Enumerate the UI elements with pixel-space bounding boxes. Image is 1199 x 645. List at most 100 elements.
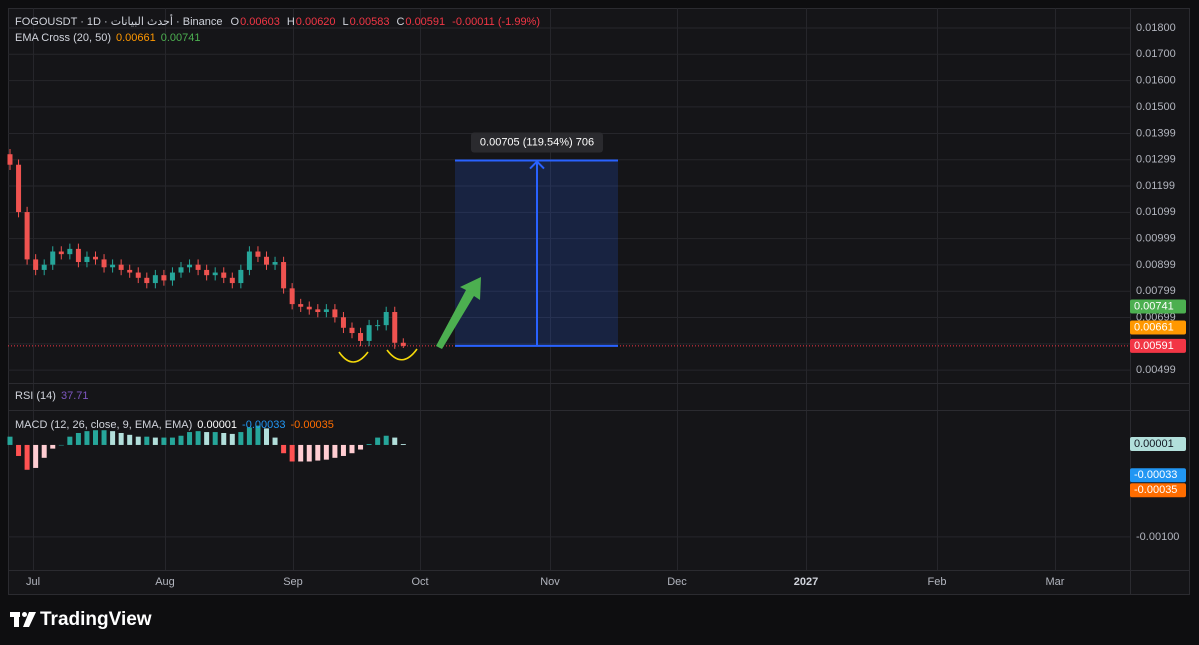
price-badge-label: 0.00591 bbox=[1134, 340, 1174, 352]
macd-histogram-bar bbox=[178, 435, 184, 445]
candle-body bbox=[383, 311, 389, 326]
x-tick-label: Nov bbox=[540, 576, 560, 588]
candle-body bbox=[298, 304, 304, 307]
price-badge bbox=[1130, 468, 1186, 483]
ohlc-value: 0.00583 bbox=[350, 16, 390, 28]
logo-slash bbox=[23, 612, 36, 627]
macd-histogram-bar bbox=[118, 432, 124, 445]
macd-histogram-bar bbox=[246, 427, 252, 445]
macd-histogram-bar bbox=[340, 444, 346, 456]
x-tick-label: Dec bbox=[667, 576, 687, 588]
candle-body bbox=[306, 306, 312, 310]
indicator-title: MACD (12, 26, close, 9, EMA, EMA) bbox=[15, 419, 192, 431]
chart-panel bbox=[8, 8, 1190, 595]
candle-body bbox=[101, 259, 107, 268]
candle-body bbox=[255, 251, 261, 257]
legend-value: 0.00741 bbox=[161, 32, 201, 44]
x-tick-label: Aug bbox=[155, 576, 175, 588]
candle-body bbox=[195, 264, 201, 270]
y-tick-label: 0.01700 bbox=[1136, 48, 1176, 60]
legend-value: 0.00661 bbox=[116, 32, 156, 44]
legend-value: -0.00035 bbox=[290, 419, 333, 431]
candle-body bbox=[144, 277, 150, 284]
candle-body bbox=[340, 317, 346, 328]
macd-histogram-bar bbox=[161, 437, 167, 445]
candle-body bbox=[118, 264, 124, 270]
legend: FOGOUSDT · 1D · أحدث البيانات · Binance O… bbox=[15, 14, 540, 431]
y-tick-label: 0.01099 bbox=[1136, 206, 1176, 218]
candle-body bbox=[323, 309, 329, 312]
macd-histogram-bar bbox=[315, 444, 321, 461]
yellow-curve bbox=[338, 351, 369, 363]
macd-histogram-bar bbox=[195, 431, 201, 445]
candle-body bbox=[24, 212, 30, 260]
price-badge-label: 0.00741 bbox=[1134, 300, 1174, 312]
plot: 0.00705 (119.54%) 706 bbox=[7, 132, 1130, 470]
price-badge bbox=[1130, 299, 1186, 314]
candle-body bbox=[161, 275, 167, 281]
yellow-curve bbox=[386, 348, 418, 361]
macd-histogram-bar bbox=[281, 444, 287, 454]
macd-histogram-bar bbox=[67, 436, 73, 445]
x-tick-label: Feb bbox=[928, 576, 947, 588]
macd-histogram-bar bbox=[58, 444, 64, 446]
macd-histogram-bar bbox=[7, 436, 13, 445]
y-tick-label: 0.01800 bbox=[1136, 22, 1176, 34]
macd-histogram-bar bbox=[16, 444, 22, 456]
macd-histogram-bar bbox=[358, 444, 364, 450]
candle-body bbox=[238, 269, 244, 284]
indicator-title: EMA Cross (20, 50) bbox=[15, 32, 111, 44]
green-arrow bbox=[436, 277, 481, 349]
candle-body bbox=[392, 311, 398, 343]
ohlc-key: O bbox=[231, 16, 240, 28]
candle-body bbox=[93, 256, 98, 260]
macd-histogram-bar bbox=[84, 431, 90, 445]
y-tick-label: 0.01299 bbox=[1136, 154, 1176, 166]
x-tick-label: Oct bbox=[411, 576, 428, 588]
macd-histogram-bar bbox=[33, 444, 39, 468]
macd-histogram-bar bbox=[238, 432, 244, 445]
candle-body bbox=[229, 277, 235, 284]
y-tick-label: 0.00699 bbox=[1136, 311, 1176, 323]
price-change: -0.00011 (-1.99%) bbox=[452, 16, 540, 28]
ohlc-value: 0.00620 bbox=[296, 16, 336, 28]
axes: Jul Aug Sep Oct Nov Dec 2027 Feb Mar 0.01800 0.017… bbox=[26, 22, 1186, 588]
macd-histogram-bar bbox=[332, 444, 338, 458]
candle-body bbox=[75, 248, 81, 263]
macd-histogram-bar bbox=[229, 433, 235, 445]
candle-body bbox=[67, 248, 73, 255]
candle-body bbox=[110, 264, 116, 268]
candle-body bbox=[400, 342, 406, 346]
ohlc-key: L bbox=[343, 16, 349, 28]
macd-histogram-bar bbox=[255, 425, 261, 445]
macd-histogram-bar bbox=[264, 428, 269, 445]
y-tick-label: 0.00899 bbox=[1136, 259, 1176, 271]
legend-value: -0.00033 bbox=[242, 419, 285, 431]
logo-stem bbox=[14, 612, 19, 627]
macd-histogram-bar bbox=[349, 444, 355, 454]
macd-histogram-bar bbox=[93, 430, 98, 445]
macd-histogram-bar bbox=[383, 435, 389, 445]
macd-histogram-bar bbox=[221, 432, 227, 445]
candle-body bbox=[315, 309, 321, 312]
price-badge-label: 0.00661 bbox=[1134, 321, 1174, 333]
macd-histogram-bar bbox=[187, 432, 193, 445]
macd-histogram-bar bbox=[298, 444, 304, 462]
price-badge bbox=[1130, 320, 1186, 335]
candle-body bbox=[7, 154, 13, 165]
candle-body bbox=[84, 256, 90, 263]
candle-body bbox=[152, 275, 158, 284]
macd-histogram-bar bbox=[41, 444, 47, 458]
candle-body bbox=[187, 264, 193, 268]
macd-histogram-bar bbox=[375, 437, 381, 445]
macd-histogram-bar bbox=[144, 436, 150, 445]
ohlc-value: 0.00603 bbox=[240, 16, 280, 28]
macd-histogram-bar bbox=[110, 431, 116, 445]
price-badge-label: 0.00001 bbox=[1134, 438, 1174, 450]
measure-label: 0.00705 (119.54%) 706 bbox=[480, 136, 594, 148]
y-tick-label: 0.01399 bbox=[1136, 127, 1176, 139]
candle-body bbox=[50, 251, 56, 265]
price-badge bbox=[1130, 483, 1186, 498]
brand-logo: TradingView bbox=[10, 609, 152, 630]
